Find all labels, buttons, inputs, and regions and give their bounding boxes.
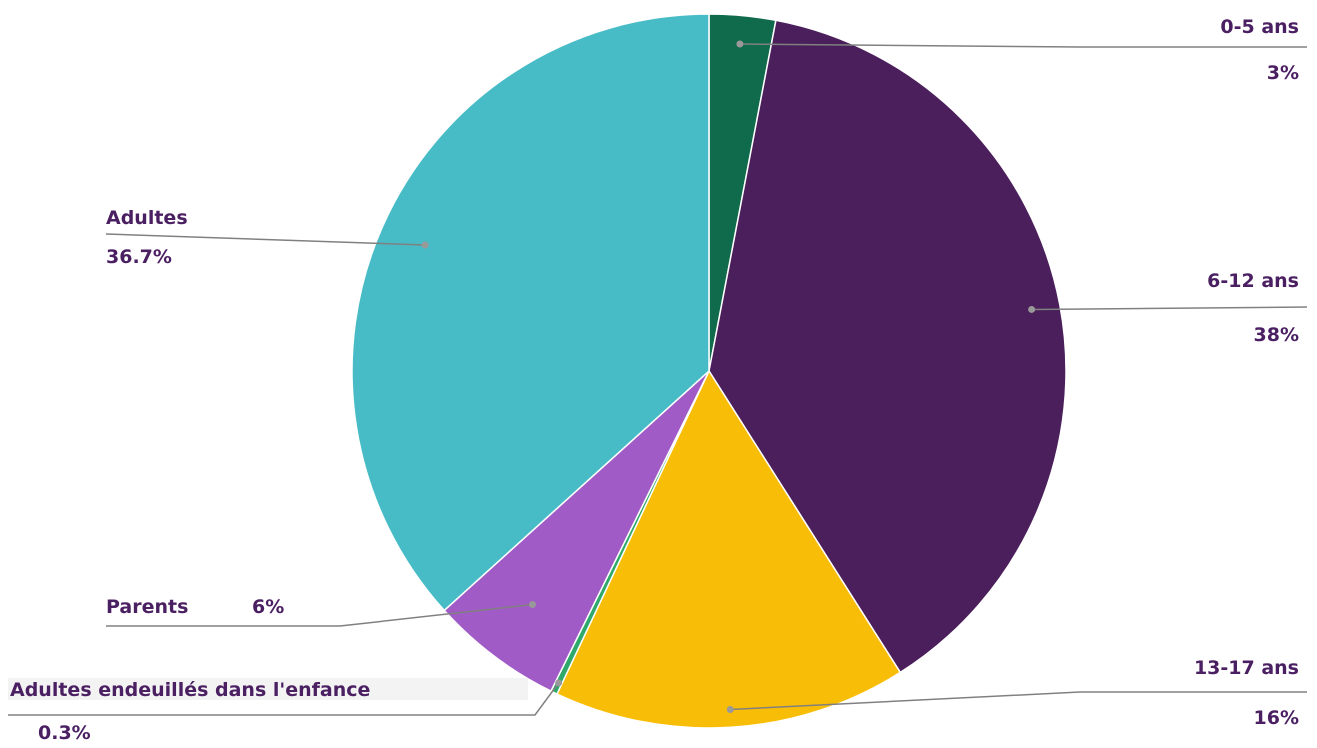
label-adultes-endeuilles: Adultes endeuillés dans l'enfance <box>10 679 371 701</box>
slice-parents <box>443 370 710 693</box>
value-0-5-ans: 3% <box>1266 62 1299 84</box>
leader-line-adultes <box>105 233 426 246</box>
label-parents: Parents <box>106 596 189 618</box>
leader-dot-0-5-ans <box>736 40 744 48</box>
leader-line-6-12-ans <box>1031 306 1308 311</box>
leader-dot-13-17-ans <box>726 705 734 713</box>
leader-line-0-5-ans <box>739 43 1307 48</box>
leader-dot-6-12-ans <box>1028 305 1036 313</box>
leader-dot-adultes-endeuilles <box>555 679 563 687</box>
label-adultes: Adultes <box>106 207 188 229</box>
slice-13-17-ans <box>555 369 902 729</box>
slice-adultes <box>351 13 710 612</box>
value-parents: 6% <box>252 596 285 618</box>
value-adultes-endeuilles: 0.3% <box>38 722 91 744</box>
label-13-17-ans: 13-17 ans <box>1193 657 1299 679</box>
leader-dot-parents <box>528 601 536 609</box>
leader-line-13-17-ans <box>730 691 1307 711</box>
value-13-17-ans: 16% <box>1253 707 1299 729</box>
leader-line-parents <box>106 603 533 627</box>
label-0-5-ans: 0-5 ans <box>1220 16 1299 38</box>
label-background <box>8 678 528 700</box>
value-6-12-ans: 38% <box>1253 324 1299 346</box>
label-6-12-ans: 6-12 ans <box>1207 270 1299 292</box>
pie-slices <box>351 13 1067 729</box>
leader-line-adultes-endeuilles <box>8 682 560 716</box>
slice-6-12-ans <box>708 19 1067 674</box>
leader-lines <box>8 40 1308 716</box>
value-adultes: 36.7% <box>106 246 172 268</box>
leader-dot-adultes <box>421 241 429 249</box>
